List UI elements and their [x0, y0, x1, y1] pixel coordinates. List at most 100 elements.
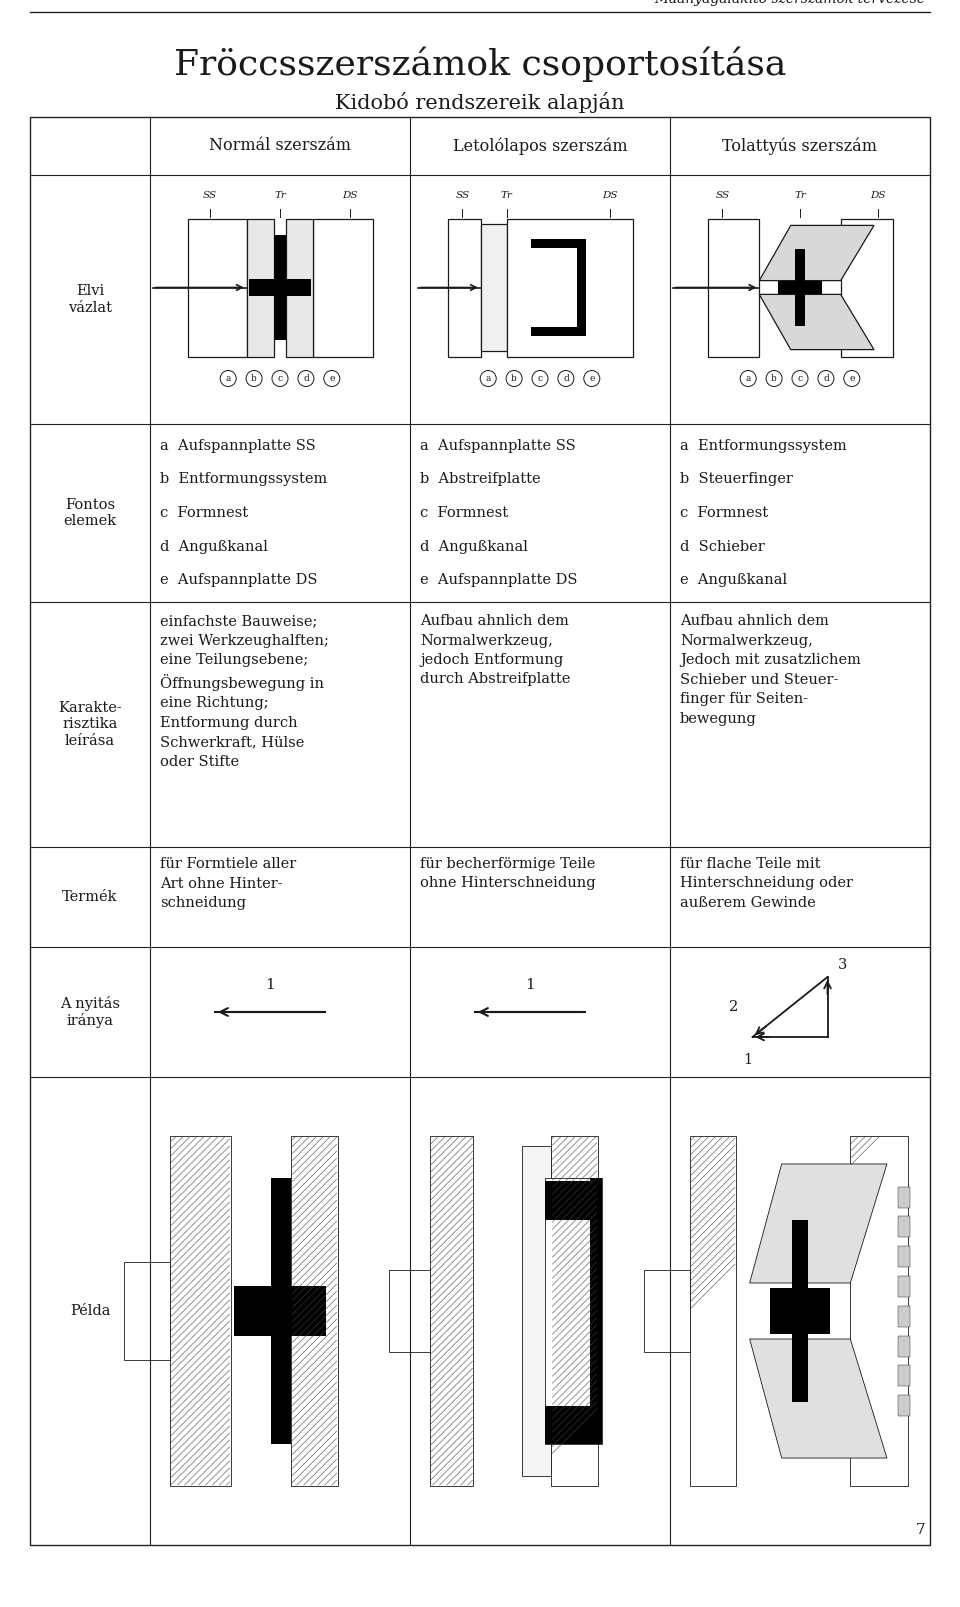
Text: d: d — [823, 374, 828, 382]
Text: 1: 1 — [743, 1053, 752, 1067]
Bar — [447, 219, 481, 357]
Text: Példa: Példa — [70, 1303, 110, 1318]
Text: a: a — [486, 374, 491, 382]
Text: e: e — [589, 374, 594, 382]
Text: d  Schieber: d Schieber — [680, 540, 765, 553]
Text: d  Angußkanal: d Angußkanal — [160, 540, 268, 553]
Bar — [899, 1395, 910, 1416]
Bar — [187, 219, 247, 357]
Text: c: c — [277, 374, 282, 382]
Text: für flache Teile mit
Hinterschneidung oder
außerem Gewinde: für flache Teile mit Hinterschneidung od… — [680, 857, 853, 910]
Bar — [271, 1178, 292, 1445]
Bar — [430, 1136, 473, 1486]
Text: Tr: Tr — [274, 191, 286, 201]
Text: Tr: Tr — [501, 191, 513, 201]
Bar — [690, 1136, 736, 1486]
Bar — [531, 249, 577, 326]
Text: c: c — [798, 374, 803, 382]
Bar — [899, 1186, 910, 1208]
Text: Fontos
elemek: Fontos elemek — [63, 498, 116, 529]
Text: a  Aufspannplatte SS: a Aufspannplatte SS — [160, 439, 316, 453]
Text: a: a — [746, 374, 751, 382]
Bar — [770, 1289, 829, 1334]
Text: Műanyagalakító szerszámok tervezése: Műanyagalakító szerszámok tervezése — [654, 0, 925, 6]
Bar — [644, 1270, 690, 1351]
Bar — [249, 278, 311, 296]
Polygon shape — [759, 225, 874, 281]
Text: Kidobó rendszereik alapján: Kidobó rendszereik alapján — [335, 92, 625, 112]
Bar — [551, 1136, 598, 1486]
Text: SS: SS — [455, 191, 469, 201]
Bar — [778, 281, 822, 294]
Text: DS: DS — [870, 191, 885, 201]
Bar — [531, 326, 587, 336]
Bar — [792, 1220, 808, 1401]
Bar — [899, 1216, 910, 1237]
Text: 1: 1 — [525, 979, 535, 992]
Bar — [521, 1146, 551, 1475]
Bar — [795, 249, 805, 326]
Bar — [899, 1276, 910, 1297]
Text: d: d — [563, 374, 568, 382]
Polygon shape — [750, 1163, 887, 1282]
Bar — [899, 1247, 910, 1268]
Text: e  Angußkanal: e Angußkanal — [680, 574, 787, 587]
Text: c  Formnest: c Formnest — [680, 506, 768, 521]
Bar — [841, 219, 893, 357]
Text: für Formtiele aller
Art ohne Hinter-
schneidung: für Formtiele aller Art ohne Hinter- sch… — [160, 857, 297, 910]
Bar — [30, 117, 930, 1544]
Text: e: e — [849, 374, 854, 382]
Text: Karakte-
risztika
leírása: Karakte- risztika leírása — [59, 701, 122, 747]
Bar — [544, 1181, 602, 1220]
Bar — [899, 1366, 910, 1387]
Bar — [481, 223, 507, 350]
Bar — [234, 1287, 325, 1335]
Bar — [531, 239, 587, 249]
Text: SS: SS — [203, 191, 217, 201]
Polygon shape — [750, 1339, 887, 1458]
Text: Tr: Tr — [794, 191, 806, 201]
Text: c  Formnest: c Formnest — [420, 506, 508, 521]
Text: Letolólapos szerszám: Letolólapos szerszám — [453, 137, 627, 154]
Text: a  Entformungssystem: a Entformungssystem — [680, 439, 847, 453]
Bar — [275, 235, 285, 341]
Text: für becherförmige Teile
ohne Hinterschneidung: für becherförmige Teile ohne Hinterschne… — [420, 857, 595, 890]
Text: b  Steuerfinger: b Steuerfinger — [680, 472, 793, 487]
Text: A nyitás
iránya: A nyitás iránya — [60, 996, 120, 1028]
Text: a: a — [226, 374, 231, 382]
Bar — [899, 1306, 910, 1327]
Bar — [590, 1178, 602, 1445]
Text: 2: 2 — [730, 1000, 738, 1014]
Bar — [125, 1261, 170, 1361]
Bar — [577, 239, 587, 336]
Text: b  Abstreifplatte: b Abstreifplatte — [420, 472, 540, 487]
Text: DS: DS — [343, 191, 358, 201]
Bar — [285, 219, 313, 357]
Text: Tolattyús szerszám: Tolattyús szerszám — [723, 137, 877, 154]
Bar — [851, 1136, 907, 1486]
Bar — [544, 1178, 602, 1445]
Bar — [708, 219, 759, 357]
Text: Elvi
vázlat: Elvi vázlat — [68, 284, 112, 315]
Text: d  Angußkanal: d Angußkanal — [420, 540, 528, 553]
Text: b  Entformungssystem: b Entformungssystem — [160, 472, 327, 487]
Text: Aufbau ahnlich dem
Normalwerkzeug,
jedoch Entformung
durch Abstreifplatte: Aufbau ahnlich dem Normalwerkzeug, jedoc… — [420, 614, 570, 686]
Text: d: d — [303, 374, 309, 382]
Bar — [247, 219, 275, 357]
Text: SS: SS — [715, 191, 730, 201]
Text: e: e — [329, 374, 334, 382]
Bar — [292, 1136, 338, 1486]
Bar — [544, 1406, 602, 1445]
Bar — [170, 1136, 230, 1486]
Text: c: c — [538, 374, 542, 382]
Text: e  Aufspannplatte DS: e Aufspannplatte DS — [160, 574, 318, 587]
Polygon shape — [759, 294, 874, 350]
Text: b: b — [512, 374, 517, 382]
Text: einfachste Bauweise;
zwei Werkzeughalften;
eine Teilungsebene;
Öffnungsbewegung : einfachste Bauweise; zwei Werkzeughalfte… — [160, 614, 329, 770]
Text: Termék: Termék — [62, 890, 118, 905]
Text: e  Aufspannplatte DS: e Aufspannplatte DS — [420, 574, 578, 587]
Text: 1: 1 — [265, 979, 275, 992]
Text: 3: 3 — [837, 958, 847, 972]
Text: b: b — [771, 374, 777, 382]
Text: DS: DS — [603, 191, 618, 201]
